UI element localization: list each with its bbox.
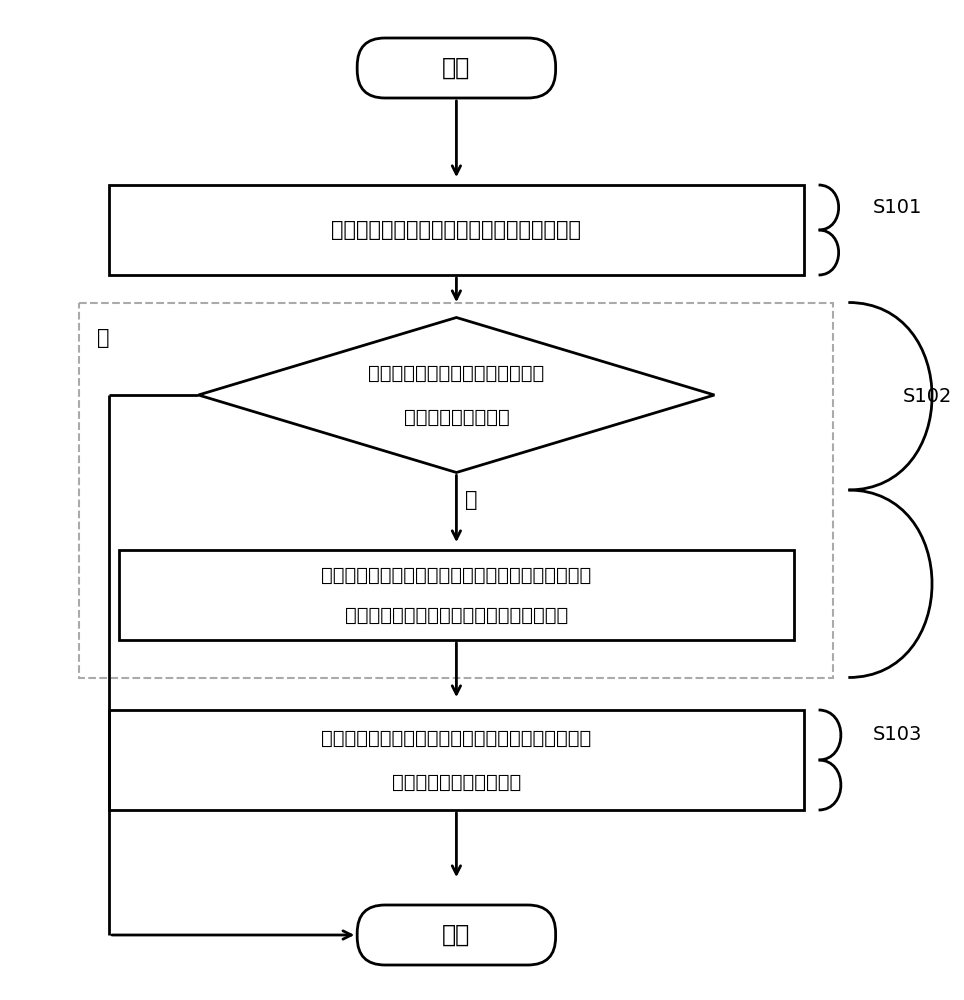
Bar [109,185,804,275]
Text: 开始: 开始 [442,56,470,80]
Text: 行驶是否为上坡行驶: 行驶是否为上坡行驶 [404,408,509,426]
Bar [120,550,793,640]
Polygon shape [199,318,714,473]
Text: 并向发动机电子控制单元发送坡道修正扭矩: 并向发动机电子控制单元发送坡道修正扭矩 [345,605,568,624]
Text: 变速箱控制单元根据变速箱的档位和坡道阻力扭矩计: 变速箱控制单元根据变速箱的档位和坡道阻力扭矩计 [321,728,592,748]
Text: S101: S101 [873,198,923,217]
Bar [79,302,834,678]
Text: S103: S103 [873,726,923,744]
Text: 根据纵向倾斜角度信息判断汽车的: 根据纵向倾斜角度信息判断汽车的 [368,363,545,382]
Text: 否: 否 [97,328,110,348]
Text: S102: S102 [903,387,952,406]
Text: 结束: 结束 [442,923,470,947]
Text: 是: 是 [465,490,477,510]
Text: 根据纵向倾斜角度信息计算发动机的坡道修正扭矩，: 根据纵向倾斜角度信息计算发动机的坡道修正扭矩， [321,566,592,584]
FancyBboxPatch shape [358,38,555,98]
Text: 变速箱控制单元获取汽车的纵向倾斜角度信息: 变速箱控制单元获取汽车的纵向倾斜角度信息 [332,220,581,240]
Bar [109,710,804,810]
FancyBboxPatch shape [358,905,555,965]
Text: 算发动机的坡道修正扭矩: 算发动机的坡道修正扭矩 [391,772,521,792]
